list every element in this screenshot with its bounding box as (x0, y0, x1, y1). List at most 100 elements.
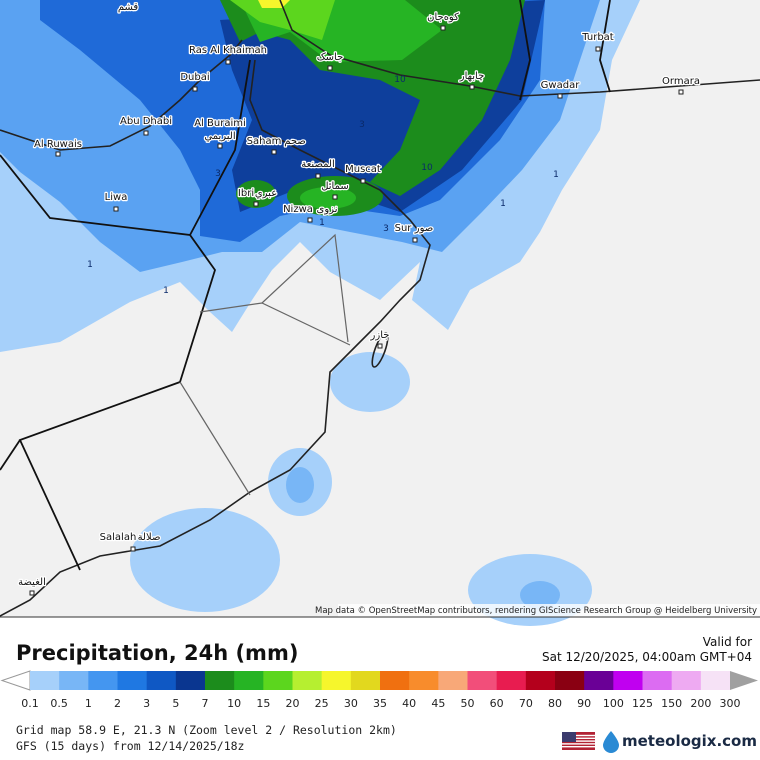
contour-labels: 3 10 10 3 3 1 1 1 1 1 (87, 75, 559, 296)
coastline (0, 0, 760, 617)
scale-tick-label: 300 (720, 697, 741, 710)
scale-swatch (380, 671, 410, 690)
coastline-part (371, 332, 389, 368)
flag-part (562, 732, 576, 742)
precipitation-area-part (330, 352, 410, 412)
scale-tick-label: 1 (85, 697, 92, 710)
border-part (519, 0, 611, 101)
place-marker (315, 173, 321, 179)
precipitation-area-part (300, 187, 356, 209)
place-marker (217, 143, 223, 149)
place-label: سمائل (321, 181, 349, 192)
scale-swatch (88, 671, 118, 690)
place-label: Nizwa (283, 204, 313, 215)
scale-tick-label: 40 (402, 697, 416, 710)
place-label: Muscat (345, 164, 381, 175)
scale-swatch (671, 671, 702, 690)
place-label: Liwa (105, 192, 128, 203)
scale-swatch (205, 671, 235, 690)
attribution: Map data © OpenStreetMap contributors, r… (315, 606, 757, 616)
place-marker (225, 59, 231, 65)
scale-tick-label: 30 (344, 697, 358, 710)
place-label: Salalah (100, 532, 137, 543)
place-marker (271, 149, 277, 155)
precipitation-area-part (130, 508, 280, 612)
scale-tick-label: 50 (461, 697, 475, 710)
grid-info: Grid map 58.9 E, 21.3 N (Zoom level 2 / … (16, 723, 397, 737)
region-border (179, 233, 351, 496)
contour-label: 10 (394, 75, 406, 85)
place-label: عبري (255, 188, 277, 199)
scale-swatch (175, 671, 206, 690)
precipitation-area-part (236, 180, 276, 208)
flag-part (562, 746, 595, 748)
place-marker (469, 84, 475, 90)
place-marker (55, 151, 61, 157)
scale-tick-label: 90 (577, 697, 591, 710)
scale-tick-label: 2 (114, 697, 121, 710)
contour-label: 1 (500, 199, 506, 209)
logo-icon (603, 731, 619, 753)
scale-swatch (30, 671, 60, 690)
scale-swatch (584, 671, 614, 690)
place-label: جازر (370, 330, 390, 341)
place-marker (595, 46, 601, 52)
place-marker (29, 590, 35, 596)
scale-tick-label: 45 (431, 697, 445, 710)
scale-swatch (350, 671, 381, 690)
flag (562, 732, 595, 750)
scale-swatch (525, 671, 556, 690)
brand[interactable]: meteologix.com (622, 732, 757, 750)
scale-tick-label: 15 (256, 697, 270, 710)
border-part (189, 59, 251, 236)
contour-label: 3 (215, 169, 221, 179)
valid-time: Sat 12/20/2025, 04:00am GMT+04 (542, 650, 752, 664)
scale-swatch (117, 671, 148, 690)
scale-tick-label: 35 (373, 697, 387, 710)
scale-swatch (467, 671, 498, 690)
color-scale: 0.1 0.5 1 2 3 5 7 10 15 20 25 30 35 40 45 50 60 70 80 90 100… (0, 670, 758, 710)
place-marker (440, 25, 446, 31)
flag-part (562, 743, 595, 745)
scale-tick-label: 25 (315, 697, 329, 710)
place-label: Al Buraimi (194, 118, 246, 129)
place-label: Abu Dhabi (120, 116, 172, 127)
scale-under (0, 670, 31, 691)
place-marker (307, 217, 313, 223)
precipitation-area-part (286, 467, 314, 503)
contour-label: 3 (359, 120, 365, 130)
place-label: Ras Al Khaimah (189, 45, 267, 56)
place-label: صحم (284, 136, 306, 147)
place-marker (192, 86, 198, 92)
coastline-part (0, 59, 431, 617)
place-label: Dubai (180, 72, 209, 83)
precipitation-area-part (520, 581, 560, 609)
scale-tick-label: 0.1 (21, 697, 39, 710)
place-label: Gwadar (541, 80, 581, 91)
precipitation-area-part (230, 0, 335, 40)
scale-swatch (59, 671, 89, 690)
place-marker (113, 206, 119, 212)
scale-tick-label: 100 (603, 697, 624, 710)
place-label: Ormara (662, 76, 700, 87)
places: Ras Al Khaimah Dubai Abu Dhabi Al Buraimi ال… (17, 1, 701, 596)
contour-label: 1 (319, 218, 325, 228)
legend-title: Precipitation, 24h (mm) (16, 641, 298, 665)
scale-swatch (613, 671, 643, 690)
place-label: الغيضة (18, 577, 46, 588)
scale-swatch (496, 671, 527, 690)
contour-label: 10 (421, 163, 433, 173)
scale-swatch (438, 671, 468, 690)
flag-part (562, 734, 595, 737)
contour-label: 1 (163, 286, 169, 296)
scale-tick-label: 7 (202, 697, 209, 710)
place-label: کوه‌جان (427, 12, 459, 23)
place-marker (377, 343, 383, 349)
place-label: Turbat (581, 32, 614, 43)
flag-part (562, 740, 595, 742)
scale-swatch (555, 671, 585, 690)
scale-swatch (642, 671, 673, 690)
